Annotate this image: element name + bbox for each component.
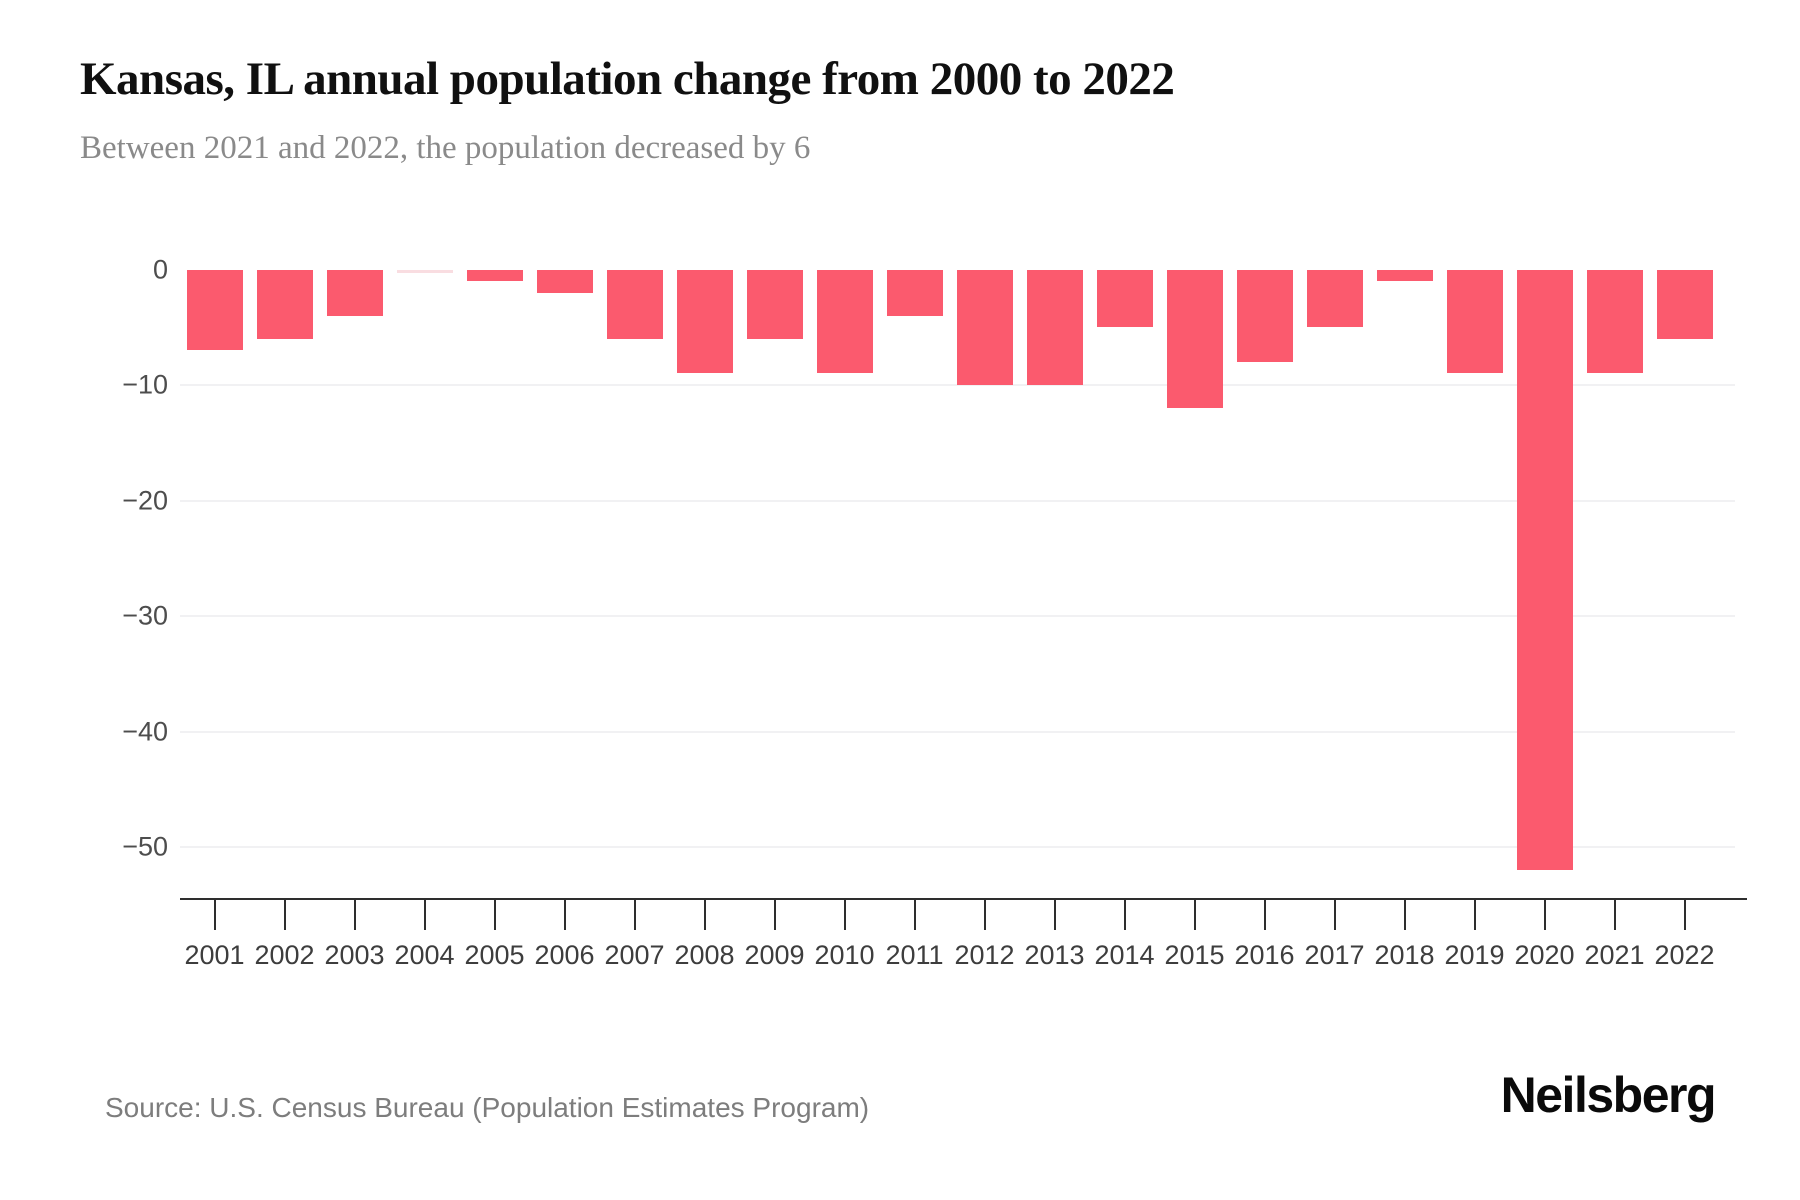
- chart-title: Kansas, IL annual population change from…: [80, 53, 1175, 105]
- chart-subtitle: Between 2021 and 2022, the population de…: [80, 130, 811, 166]
- bar-2018[interactable]: [1376, 269, 1433, 282]
- y-axis-label--50: −50: [122, 831, 168, 862]
- x-axis-label-2007: 2007: [604, 940, 665, 970]
- x-axis-tick-2016: [1263, 900, 1266, 930]
- y-axis-label--20: −20: [122, 485, 168, 515]
- x-axis-tick-2004: [423, 900, 426, 930]
- x-axis-label-2020: 2020: [1514, 940, 1575, 970]
- bar-2016[interactable]: [1236, 269, 1293, 362]
- y-axis-label--10: −10: [122, 369, 168, 400]
- bar-2014[interactable]: [1096, 269, 1153, 328]
- gridline-y--30: [180, 615, 1735, 617]
- x-axis-label-2012: 2012: [954, 940, 1015, 970]
- x-axis-tick-2015: [1193, 900, 1196, 930]
- x-axis-label-2005: 2005: [464, 940, 525, 970]
- x-axis-label-2009: 2009: [744, 940, 805, 970]
- x-axis-tick-2022: [1683, 900, 1686, 930]
- x-axis-tick-2001: [213, 900, 216, 930]
- bar-2017[interactable]: [1306, 269, 1363, 328]
- bar-2007[interactable]: [606, 269, 663, 339]
- bar-2009[interactable]: [746, 269, 803, 339]
- x-axis-label-2013: 2013: [1024, 940, 1085, 970]
- bar-2005[interactable]: [466, 269, 523, 282]
- y-axis-label-0: 0: [152, 254, 168, 284]
- x-axis-label-2021: 2021: [1584, 940, 1645, 970]
- y-axis-label--40: −40: [122, 716, 168, 746]
- x-axis-label-2003: 2003: [324, 940, 385, 970]
- neilsberg-logo: Neilsberg: [1500, 1067, 1717, 1123]
- bar-2020[interactable]: [1516, 269, 1573, 871]
- x-axis-label-2015: 2015: [1164, 940, 1225, 970]
- x-axis-label-2017: 2017: [1304, 940, 1365, 970]
- x-axis-label-2022: 2022: [1654, 940, 1715, 970]
- gridline-y--10: [180, 384, 1735, 386]
- x-axis-label-2002: 2002: [254, 940, 315, 970]
- x-axis-tick-2009: [773, 900, 776, 930]
- x-axis-tick-2012: [983, 900, 986, 930]
- bar-2004[interactable]: [396, 269, 453, 273]
- x-axis-label-2010: 2010: [814, 940, 875, 970]
- x-axis-label-2006: 2006: [534, 940, 595, 970]
- x-axis-line: [180, 898, 1747, 900]
- x-axis-tick-2020: [1543, 900, 1546, 930]
- x-axis-tick-2002: [283, 900, 286, 930]
- bar-2001[interactable]: [186, 269, 243, 351]
- x-axis-tick-2021: [1613, 900, 1616, 930]
- x-axis-tick-2013: [1053, 900, 1056, 930]
- x-axis-tick-2005: [493, 900, 496, 930]
- bar-2008[interactable]: [676, 269, 733, 374]
- x-axis-tick-2008: [703, 900, 706, 930]
- x-axis-label-2004: 2004: [394, 940, 455, 970]
- x-axis-label-2001: 2001: [184, 940, 245, 970]
- x-axis-tick-2017: [1333, 900, 1336, 930]
- bar-2010[interactable]: [816, 269, 873, 374]
- x-axis-tick-2007: [633, 900, 636, 930]
- bar-2015[interactable]: [1166, 269, 1223, 409]
- x-axis-label-2018: 2018: [1374, 940, 1435, 970]
- bar-2022[interactable]: [1656, 269, 1713, 339]
- x-axis-tick-2018: [1403, 900, 1406, 930]
- x-axis-tick-2014: [1123, 900, 1126, 930]
- bar-2002[interactable]: [256, 269, 313, 339]
- bar-2019[interactable]: [1446, 269, 1503, 374]
- x-axis-tick-2003: [353, 900, 356, 930]
- y-axis-label--30: −30: [122, 600, 168, 631]
- bar-2011[interactable]: [886, 269, 943, 316]
- x-axis-label-2019: 2019: [1444, 940, 1505, 970]
- x-axis-label-2008: 2008: [674, 940, 735, 970]
- bar-2021[interactable]: [1586, 269, 1643, 374]
- bar-2006[interactable]: [536, 269, 593, 293]
- source-note: Source: U.S. Census Bureau (Population E…: [105, 1092, 870, 1123]
- x-axis-tick-2011: [913, 900, 916, 930]
- x-axis-tick-2006: [563, 900, 566, 930]
- gridline-y--20: [180, 499, 1735, 502]
- x-axis-tick-2019: [1473, 900, 1476, 930]
- gridline-y--40: [180, 730, 1735, 733]
- gridline-y--50: [180, 846, 1735, 848]
- x-axis-label-2014: 2014: [1094, 940, 1155, 970]
- bar-2013[interactable]: [1026, 269, 1083, 385]
- x-axis-label-2011: 2011: [885, 940, 944, 970]
- bar-2012[interactable]: [956, 269, 1013, 385]
- x-axis-tick-2010: [843, 900, 846, 930]
- bar-2003[interactable]: [326, 269, 383, 316]
- x-axis-label-2016: 2016: [1234, 940, 1295, 970]
